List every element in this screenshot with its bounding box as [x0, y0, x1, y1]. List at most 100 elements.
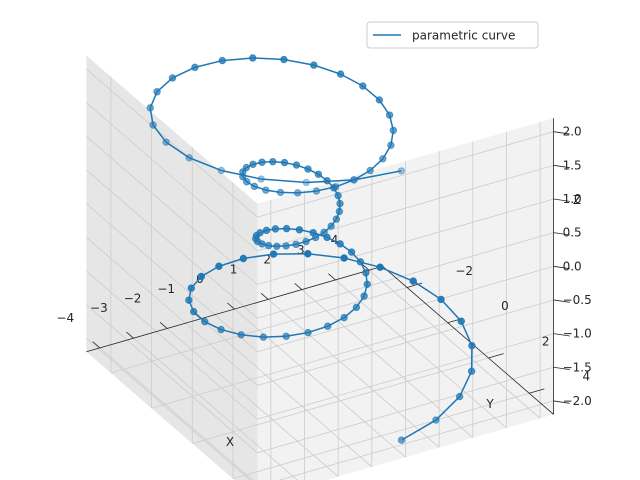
data-point	[191, 63, 199, 72]
x-axis-label: X	[226, 435, 234, 449]
data-point	[363, 280, 371, 288]
x-tick-mark	[159, 322, 168, 329]
z-tick-label: −1.0	[563, 327, 592, 341]
data-point	[269, 250, 278, 258]
z-tick-label: 0.5	[563, 226, 582, 240]
grid-line	[166, 328, 339, 477]
data-point	[250, 182, 259, 191]
data-point	[295, 226, 304, 234]
grid-line	[257, 299, 554, 386]
data-point	[282, 332, 290, 340]
grid-line	[192, 357, 489, 444]
z-tick-mark	[553, 366, 570, 371]
data-point	[269, 157, 277, 166]
x-tick-label: −3	[90, 301, 108, 315]
z-tick-mark	[553, 198, 570, 202]
data-point	[239, 173, 247, 181]
series-line-parametric-curve	[149, 57, 473, 441]
grid-line	[267, 299, 440, 448]
x-tick-label: 2	[263, 253, 271, 267]
data-point	[258, 240, 266, 248]
data-point	[432, 416, 440, 424]
data-point	[249, 54, 257, 62]
grid-line	[86, 136, 258, 285]
data-point	[249, 160, 257, 169]
z-tick-label: 1.5	[563, 158, 582, 172]
left-pane	[86, 55, 258, 480]
data-point	[185, 296, 193, 304]
data-point	[302, 237, 310, 246]
data-point	[215, 262, 223, 270]
data-point	[217, 325, 225, 334]
data-point	[293, 189, 302, 197]
data-point	[185, 154, 193, 162]
data-point	[292, 240, 300, 249]
y-tick-label: 2	[542, 334, 550, 348]
data-point	[360, 292, 368, 300]
grid-line	[257, 131, 554, 218]
x-tick-mark	[294, 283, 303, 290]
data-point	[197, 272, 206, 281]
data-point	[336, 70, 345, 78]
data-point	[379, 155, 387, 163]
data-point	[257, 175, 265, 183]
x-tick-label: −4	[56, 311, 74, 325]
data-point	[237, 331, 245, 339]
data-point	[187, 284, 196, 292]
data-point	[455, 392, 464, 401]
data-point	[366, 166, 374, 175]
data-point	[457, 317, 465, 325]
grid-line	[335, 279, 507, 429]
grid-line	[86, 338, 251, 480]
grid-line	[151, 322, 448, 409]
grid-lines	[86, 68, 554, 480]
data-point	[239, 254, 248, 263]
grid-line	[86, 169, 258, 319]
grid-line	[257, 198, 554, 285]
data-point	[437, 295, 445, 304]
data-point	[292, 161, 301, 169]
x-tick-mark	[260, 292, 269, 300]
grid-line	[110, 287, 408, 374]
z-tick-mark	[553, 265, 570, 270]
data-point	[376, 263, 384, 271]
data-point	[359, 82, 367, 90]
x-tick-label: 3	[297, 243, 305, 257]
grid-line	[86, 203, 258, 353]
data-point	[259, 333, 268, 341]
y-tick-label: −2	[455, 264, 473, 278]
grid-line	[278, 400, 554, 480]
y-tick-label: 0	[501, 299, 509, 313]
data-point	[282, 224, 291, 233]
data-point	[280, 55, 288, 64]
data-point	[304, 165, 312, 173]
data-point	[302, 178, 310, 187]
data-point	[189, 307, 198, 316]
z-tick-label: −0.5	[563, 293, 592, 307]
grid-line	[99, 347, 254, 480]
data-point	[336, 199, 344, 208]
grid-line	[86, 270, 258, 420]
data-point	[350, 176, 358, 184]
y-tick-mark	[488, 353, 504, 359]
z-tick-label: −2.0	[563, 394, 592, 408]
grid-line	[257, 232, 554, 319]
data-point	[276, 188, 285, 197]
x-tick-label: 1	[230, 262, 238, 276]
data-point	[242, 178, 251, 186]
plot-area	[146, 54, 476, 444]
data-point	[375, 96, 384, 104]
data-point	[258, 158, 266, 166]
x-tick-mark	[361, 263, 370, 271]
x-tick-label: −1	[157, 282, 175, 296]
grid-line	[86, 304, 258, 454]
data-point	[362, 269, 370, 277]
z-tick-mark	[553, 232, 570, 236]
grid-line	[133, 337, 298, 480]
z-tick-mark	[553, 164, 570, 169]
data-point	[262, 226, 271, 235]
data-point	[217, 166, 226, 175]
data-point	[409, 277, 417, 285]
data-point	[336, 240, 344, 248]
